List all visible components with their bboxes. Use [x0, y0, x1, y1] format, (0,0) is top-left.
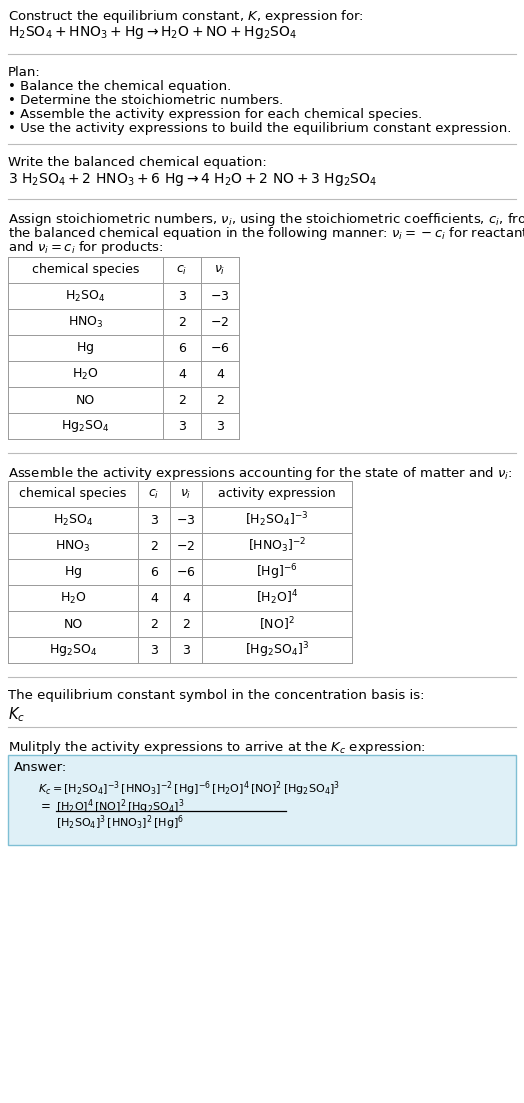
- Text: $[\mathrm{H_2O}]^{4}$: $[\mathrm{H_2O}]^{4}$: [256, 589, 298, 608]
- Text: $\mathrm{Hg}$: $\mathrm{Hg}$: [64, 564, 82, 580]
- Text: 2: 2: [178, 315, 186, 329]
- Text: 2: 2: [150, 618, 158, 631]
- Text: $\mathrm{H_2SO_4}$: $\mathrm{H_2SO_4}$: [66, 289, 106, 303]
- Text: $\mathrm{H_2SO_4 + HNO_3 + Hg} \rightarrow \mathrm{H_2O + NO + Hg_2SO_4}$: $\mathrm{H_2SO_4 + HNO_3 + Hg} \rightarr…: [8, 24, 297, 41]
- Text: $\mathrm{H_2O}$: $\mathrm{H_2O}$: [60, 590, 86, 606]
- Text: Mulitply the activity expressions to arrive at the $K_c$ expression:: Mulitply the activity expressions to arr…: [8, 739, 426, 756]
- Text: • Determine the stoichiometric numbers.: • Determine the stoichiometric numbers.: [8, 94, 283, 107]
- Text: $\mathrm{Hg_2SO_4}$: $\mathrm{Hg_2SO_4}$: [61, 418, 110, 433]
- Text: $\nu_i$: $\nu_i$: [180, 488, 192, 501]
- Text: $-2$: $-2$: [177, 539, 195, 553]
- Text: $-6$: $-6$: [210, 342, 230, 354]
- Text: $-3$: $-3$: [210, 289, 230, 302]
- Text: 6: 6: [150, 566, 158, 578]
- Text: $-6$: $-6$: [176, 566, 196, 578]
- Text: 3: 3: [178, 289, 186, 302]
- Text: Answer:: Answer:: [14, 761, 67, 774]
- Text: $K_c = [\mathrm{H_2SO_4}]^{-3}\,[\mathrm{HNO_3}]^{-2}\,[\mathrm{Hg}]^{-6}\,[\mat: $K_c = [\mathrm{H_2SO_4}]^{-3}\,[\mathrm…: [38, 779, 340, 797]
- Text: 4: 4: [150, 591, 158, 604]
- Text: Assign stoichiometric numbers, $\nu_i$, using the stoichiometric coefficients, $: Assign stoichiometric numbers, $\nu_i$, …: [8, 211, 524, 228]
- Text: $[\mathrm{H_2O}]^{4}\,[\mathrm{NO}]^{2}\,[\mathrm{Hg_2SO_4}]^{3}$: $[\mathrm{H_2O}]^{4}\,[\mathrm{NO}]^{2}\…: [56, 797, 184, 815]
- Text: chemical species: chemical species: [32, 264, 139, 277]
- Text: 2: 2: [150, 539, 158, 553]
- Text: $-3$: $-3$: [176, 514, 195, 526]
- Text: $\mathrm{H_2SO_4}$: $\mathrm{H_2SO_4}$: [53, 513, 93, 527]
- Text: NO: NO: [63, 618, 83, 631]
- Text: $[\mathrm{Hg}]^{-6}$: $[\mathrm{Hg}]^{-6}$: [256, 563, 298, 581]
- Text: 2: 2: [182, 618, 190, 631]
- Text: $\mathrm{Hg_2SO_4}$: $\mathrm{Hg_2SO_4}$: [49, 642, 97, 658]
- Text: 4: 4: [178, 367, 186, 381]
- FancyBboxPatch shape: [8, 754, 516, 845]
- Text: 3: 3: [182, 643, 190, 656]
- Text: $[\mathrm{H_2SO_4}]^{3}\,[\mathrm{HNO_3}]^{2}\,[\mathrm{Hg}]^{6}$: $[\mathrm{H_2SO_4}]^{3}\,[\mathrm{HNO_3}…: [56, 813, 184, 832]
- Text: $[\mathrm{HNO_3}]^{-2}$: $[\mathrm{HNO_3}]^{-2}$: [248, 537, 306, 555]
- Text: Write the balanced chemical equation:: Write the balanced chemical equation:: [8, 156, 267, 169]
- Text: $\mathrm{HNO_3}$: $\mathrm{HNO_3}$: [68, 314, 103, 330]
- Text: • Balance the chemical equation.: • Balance the chemical equation.: [8, 81, 231, 93]
- Text: chemical species: chemical species: [19, 488, 127, 501]
- Text: • Assemble the activity expression for each chemical species.: • Assemble the activity expression for e…: [8, 108, 422, 121]
- Text: 6: 6: [178, 342, 186, 354]
- Text: 4: 4: [216, 367, 224, 381]
- Text: activity expression: activity expression: [218, 488, 336, 501]
- Text: $=$: $=$: [38, 799, 51, 812]
- Text: 3: 3: [150, 514, 158, 526]
- Text: Assemble the activity expressions accounting for the state of matter and $\nu_i$: Assemble the activity expressions accoun…: [8, 465, 512, 482]
- Text: $\mathrm{H_2O}$: $\mathrm{H_2O}$: [72, 366, 99, 382]
- Text: • Use the activity expressions to build the equilibrium constant expression.: • Use the activity expressions to build …: [8, 122, 511, 135]
- Text: $\mathrm{Hg}$: $\mathrm{Hg}$: [77, 340, 95, 356]
- Text: $\nu_i$: $\nu_i$: [214, 264, 226, 277]
- Text: 4: 4: [182, 591, 190, 604]
- Text: $[\mathrm{Hg_2SO_4}]^{3}$: $[\mathrm{Hg_2SO_4}]^{3}$: [245, 640, 309, 660]
- Text: 3: 3: [150, 643, 158, 656]
- Text: Construct the equilibrium constant, $K$, expression for:: Construct the equilibrium constant, $K$,…: [8, 8, 364, 25]
- Text: 3: 3: [216, 419, 224, 432]
- Text: $[\mathrm{H_2SO_4}]^{-3}$: $[\mathrm{H_2SO_4}]^{-3}$: [245, 511, 309, 529]
- Text: and $\nu_i = c_i$ for products:: and $\nu_i = c_i$ for products:: [8, 239, 163, 256]
- Text: $c_i$: $c_i$: [177, 264, 188, 277]
- Text: $K_c$: $K_c$: [8, 705, 25, 724]
- Text: Plan:: Plan:: [8, 66, 41, 79]
- Text: $\mathrm{3\ H_2SO_4 + 2\ HNO_3 + 6\ Hg} \rightarrow \mathrm{4\ H_2O + 2\ NO + 3\: $\mathrm{3\ H_2SO_4 + 2\ HNO_3 + 6\ Hg} …: [8, 171, 377, 188]
- Text: 2: 2: [178, 394, 186, 407]
- Text: the balanced chemical equation in the following manner: $\nu_i = -c_i$ for react: the balanced chemical equation in the fo…: [8, 225, 524, 242]
- Text: 2: 2: [216, 394, 224, 407]
- Text: $c_i$: $c_i$: [148, 488, 160, 501]
- Text: The equilibrium constant symbol in the concentration basis is:: The equilibrium constant symbol in the c…: [8, 689, 424, 702]
- Text: $-2$: $-2$: [211, 315, 230, 329]
- Text: 3: 3: [178, 419, 186, 432]
- Text: $\mathrm{HNO_3}$: $\mathrm{HNO_3}$: [55, 538, 91, 554]
- Text: $[\mathrm{NO}]^{2}$: $[\mathrm{NO}]^{2}$: [259, 615, 295, 633]
- Text: NO: NO: [76, 394, 95, 407]
